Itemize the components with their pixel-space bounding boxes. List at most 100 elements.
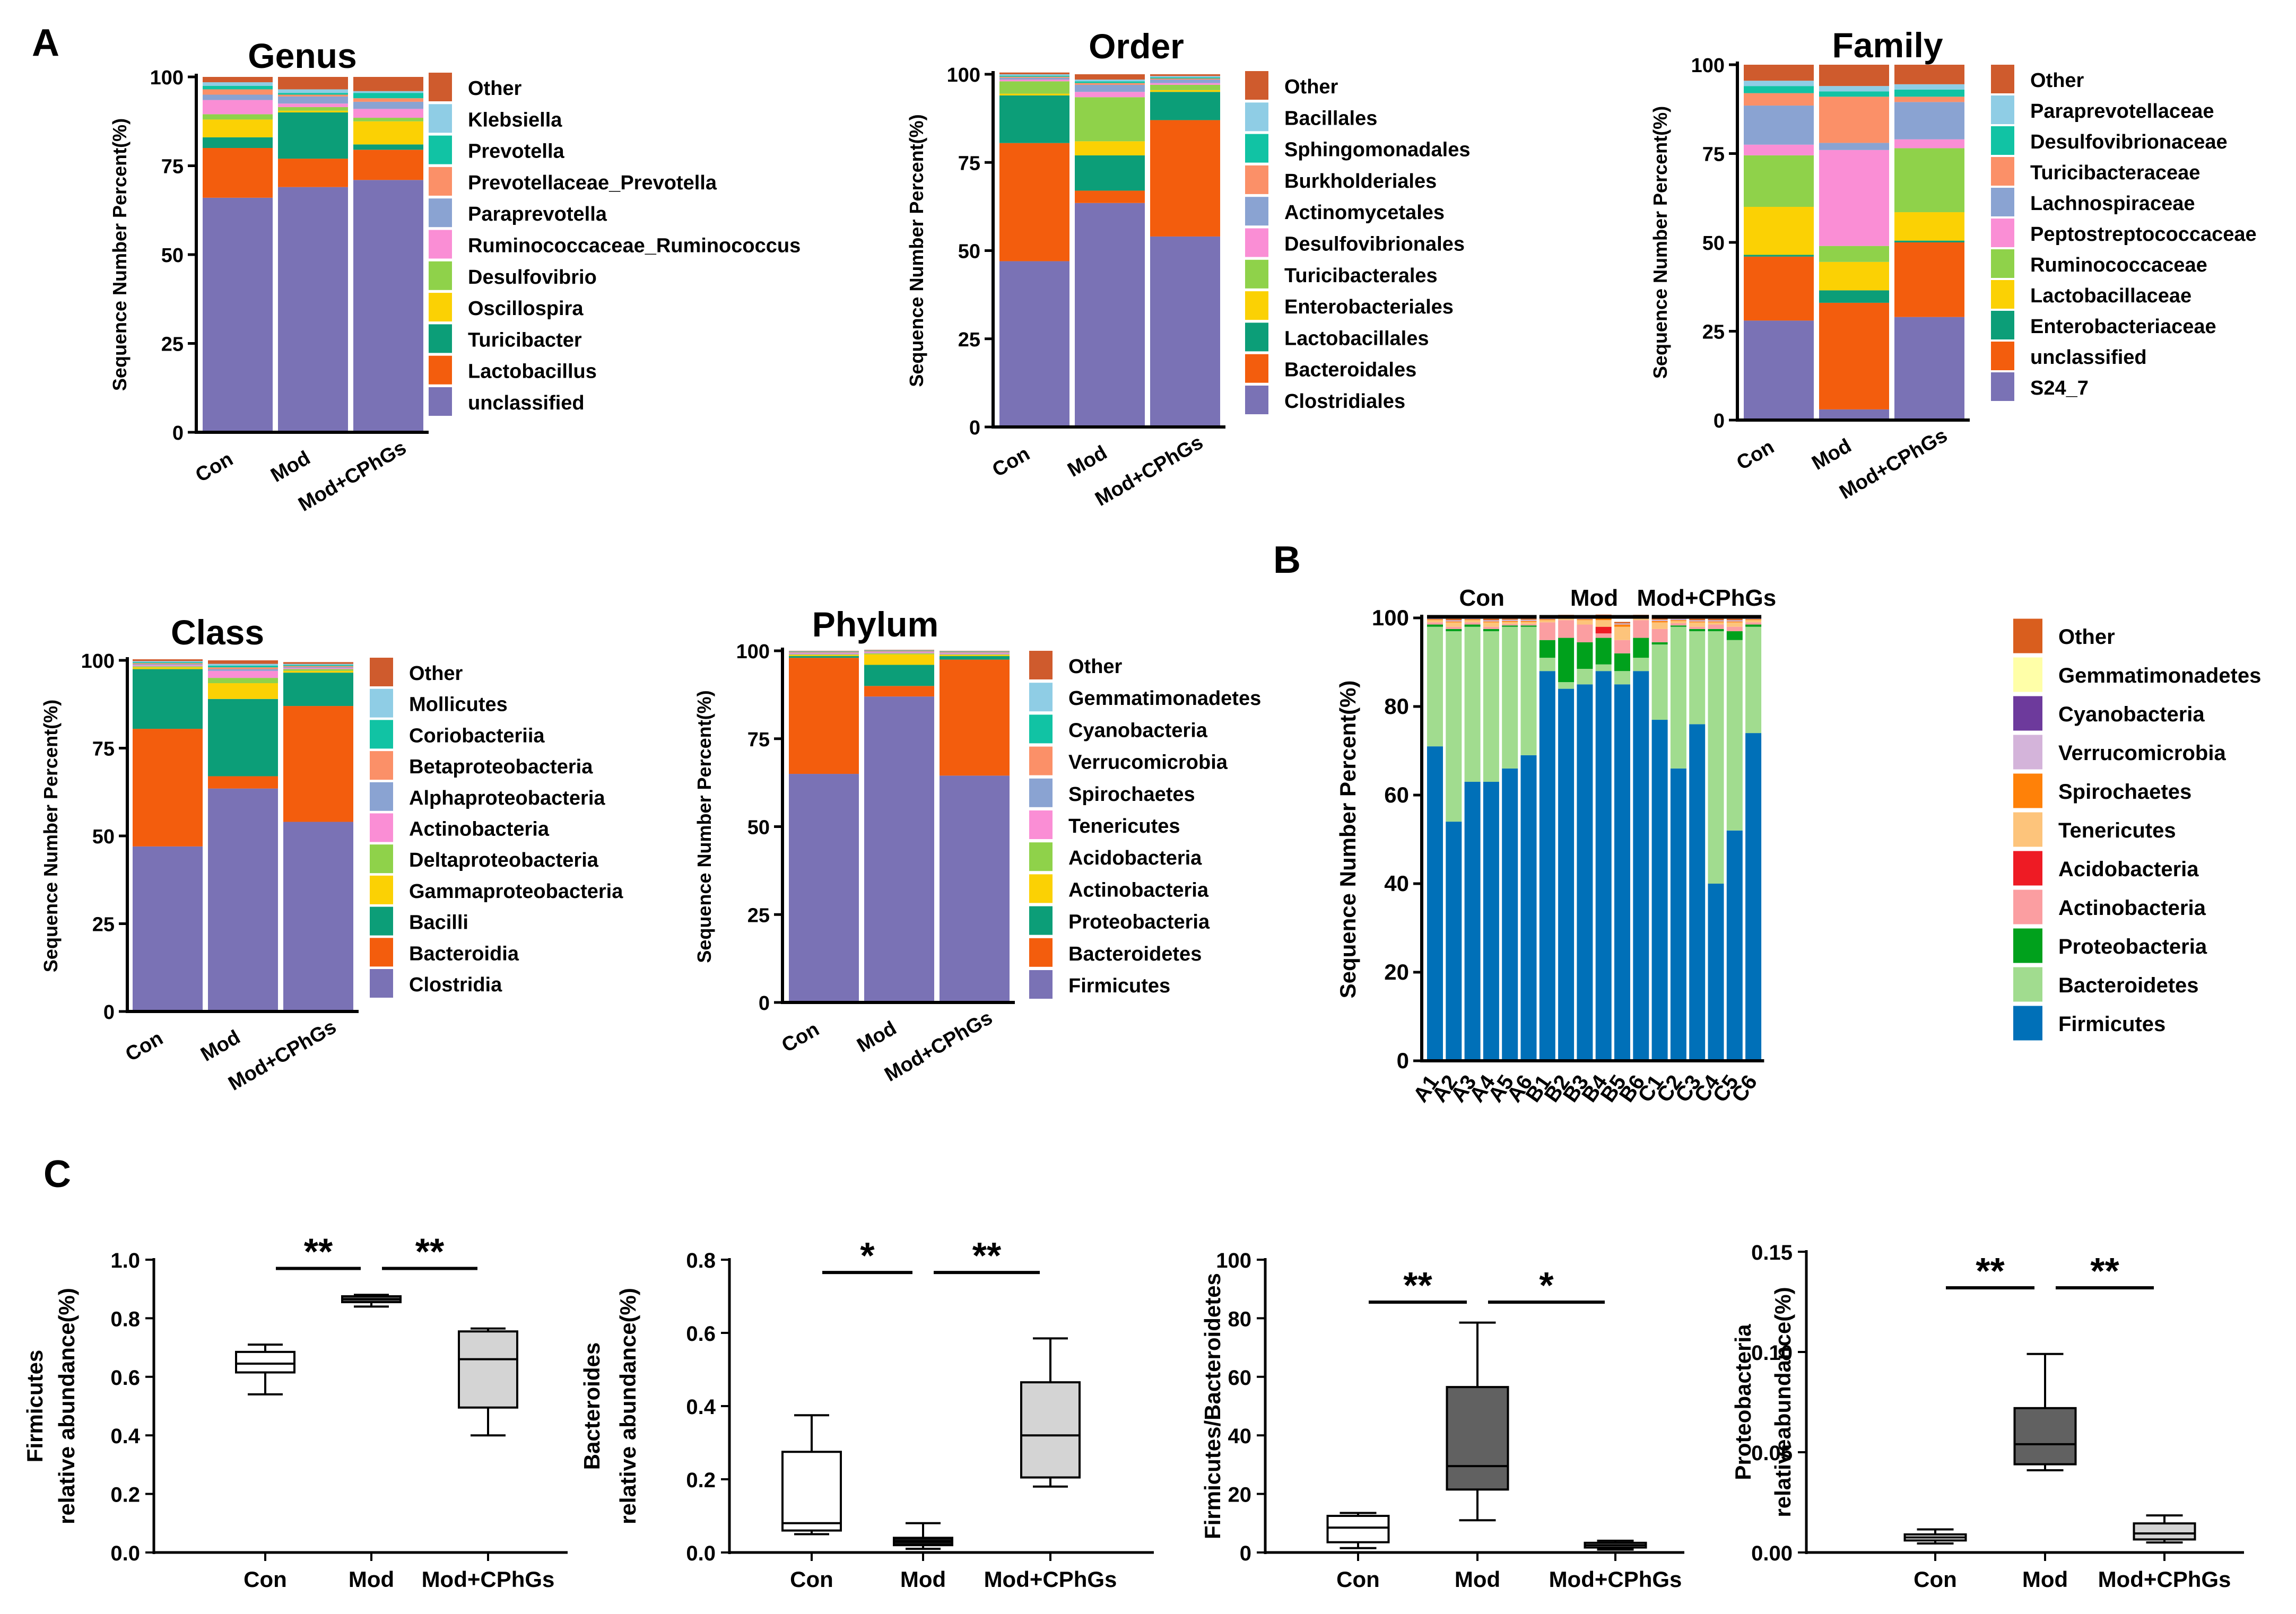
bar-segment <box>1446 618 1462 621</box>
bar-segment <box>278 96 348 104</box>
bar-segment <box>1446 631 1462 822</box>
bar-segment <box>1520 625 1537 627</box>
legend-swatch <box>2013 657 2042 692</box>
y-axis-label: Sequence Number Percent(%) <box>906 114 927 387</box>
bar-segment <box>203 89 273 95</box>
legend-label: Oscillospira <box>468 298 584 320</box>
legend-label: Sphingomonadales <box>1284 139 1470 161</box>
bar-segment <box>203 100 273 115</box>
legend-swatch <box>2013 851 2042 886</box>
bar-segment <box>789 655 859 656</box>
legend-swatch <box>1245 228 1268 257</box>
bar-segment <box>208 669 278 671</box>
category-label: Mod+CPhGs <box>1092 431 1207 511</box>
legend-swatch <box>429 73 452 101</box>
bar-segment <box>1745 733 1762 1061</box>
category-label: C6 <box>1727 1071 1762 1106</box>
legend-swatch <box>1245 322 1268 352</box>
y-axis-label: Proteobacteria <box>1730 1324 1755 1480</box>
legend-label: Other <box>2030 69 2084 92</box>
panel-label-c: C <box>44 1153 71 1196</box>
bar-segment <box>203 114 273 120</box>
bar-segment <box>1726 631 1743 640</box>
category-label: Mod+CPhGs <box>295 437 411 516</box>
bar-segment <box>133 666 203 668</box>
legend-swatch <box>1029 778 1053 807</box>
bar-segment <box>1745 626 1762 734</box>
bar-segment <box>278 94 348 97</box>
bar-segment <box>1819 97 1889 143</box>
chart-box_proteobacteria: 0.00 0.05 0.10 0.15 Proteobacteria relativeab… <box>1730 1241 2244 1592</box>
bar-segment <box>1446 621 1462 623</box>
bar-segment <box>1502 624 1518 626</box>
category-label: Con <box>790 1567 833 1592</box>
bar-segment <box>1708 621 1724 623</box>
bar-segment <box>208 670 278 678</box>
bar-segment <box>1744 81 1814 86</box>
legend-label: Other <box>468 77 522 100</box>
legend-swatch <box>1245 71 1268 100</box>
bar-segment <box>1670 621 1686 624</box>
y-tick-label: 25 <box>1702 321 1725 344</box>
legend-label: Burkholderiales <box>1284 170 1437 193</box>
bar-segment <box>1651 620 1668 621</box>
significance-label: ** <box>972 1235 1002 1276</box>
bar-segment <box>1894 242 1964 317</box>
legend-label: Gemmatimonadetes <box>1068 687 1261 710</box>
legend-swatch <box>1245 102 1268 132</box>
bar-segment <box>1894 97 1964 102</box>
legend-swatch <box>1029 810 1053 839</box>
bar-segment <box>1483 629 1499 632</box>
bar-segment <box>999 75 1069 77</box>
bar-segment <box>1520 621 1537 622</box>
legend-label: Spirochaetes <box>2058 780 2191 804</box>
legend-label: Ruminococcaceae_Ruminococcus <box>468 235 801 257</box>
y-tick-label: 75 <box>161 156 184 178</box>
y-axis-label: relative abundance(%) <box>615 1288 640 1524</box>
bar-segment <box>1819 91 1889 97</box>
box <box>1020 1381 1081 1479</box>
bar-segment <box>864 652 934 653</box>
category-label: Mod <box>1455 1567 1500 1592</box>
bar-segment <box>1614 671 1630 685</box>
legend-label: Acidobacteria <box>2058 858 2199 881</box>
bar-segment <box>864 665 934 686</box>
bar-segment <box>1595 638 1612 665</box>
y-axis-label: relativeabundance(%) <box>1770 1287 1795 1517</box>
bar-segment <box>1558 620 1575 638</box>
bar-segment <box>1446 629 1462 632</box>
bar-segment <box>1819 150 1889 246</box>
y-tick-label: 100 <box>947 64 980 86</box>
significance-label: ** <box>304 1231 333 1272</box>
legend-label: unclassified <box>468 392 585 414</box>
legend-swatch <box>1245 165 1268 194</box>
bar-segment <box>1689 629 1706 632</box>
bar-segment <box>1894 212 1964 241</box>
bar-segment <box>278 93 348 95</box>
y-tick-label: 40 <box>1228 1425 1252 1448</box>
bar-segment <box>1689 622 1706 627</box>
bar-segment <box>203 197 273 432</box>
legend-label: Proteobacteria <box>1068 911 1210 933</box>
box <box>235 1350 295 1374</box>
legend-label: Coriobacteriia <box>409 725 545 747</box>
bar-segment <box>1726 622 1743 627</box>
legend-swatch <box>1029 970 1053 999</box>
bar-segment <box>789 774 859 1002</box>
legend-swatch <box>2013 812 2042 847</box>
bar-segment <box>133 663 203 665</box>
chart-box_bacteroides: 0.0 0.2 0.4 0.6 0.8 Bacteroides relative abund… <box>579 1235 1154 1592</box>
bar-segment <box>1614 653 1630 671</box>
legend-label: Bacteroidetes <box>1068 943 1202 965</box>
bar-segment <box>283 822 353 1011</box>
y-tick-label: 50 <box>747 817 770 839</box>
legend-label: Peptostreptococcaceae <box>2030 223 2257 246</box>
chart-samples: A1A2A3A4A5A6B1B2B3B4B5B6C1C2C3C4C5C60204… <box>1335 585 2261 1106</box>
bar-segment <box>1651 629 1668 642</box>
bar-segment <box>1577 642 1593 669</box>
bar-segment <box>208 683 278 699</box>
family-title: Family <box>1832 25 1943 65</box>
bar-segment <box>789 653 859 655</box>
bar-segment <box>1150 79 1220 83</box>
